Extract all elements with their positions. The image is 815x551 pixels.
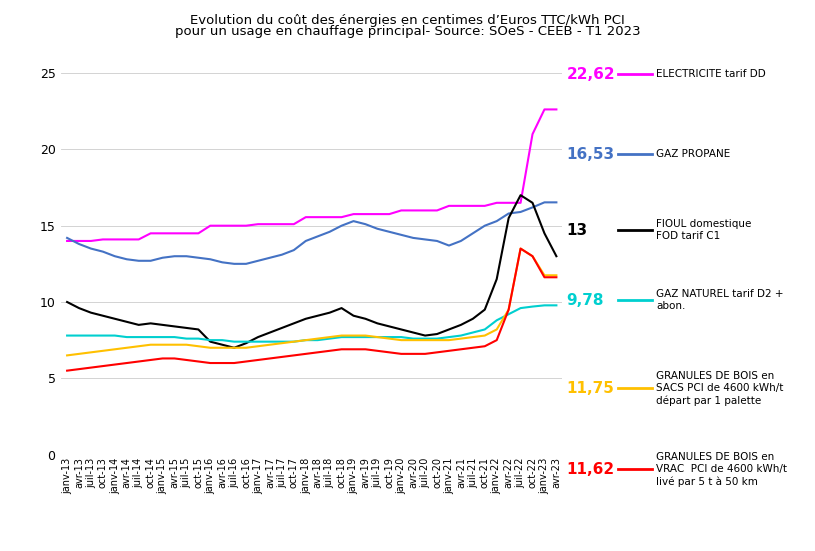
Text: 13: 13	[566, 223, 588, 238]
Text: 22,62: 22,62	[566, 67, 615, 82]
Text: 16,53: 16,53	[566, 147, 615, 162]
Text: GAZ PROPANE: GAZ PROPANE	[656, 149, 730, 159]
Text: GRANULES DE BOIS en
SACS PCI de 4600 kWh/t
départ par 1 palette: GRANULES DE BOIS en SACS PCI de 4600 kWh…	[656, 371, 783, 406]
Text: ELECTRICITE tarif DD: ELECTRICITE tarif DD	[656, 69, 766, 79]
Text: 9,78: 9,78	[566, 293, 604, 308]
Text: Evolution du coût des énergies en centimes d’Euros TTC/kWh PCI: Evolution du coût des énergies en centim…	[190, 14, 625, 27]
Text: GAZ NATUREL tarif D2 +
abon.: GAZ NATUREL tarif D2 + abon.	[656, 289, 783, 311]
Text: GRANULES DE BOIS en
VRAC  PCI de 4600 kWh/t
livé par 5 t à 50 km: GRANULES DE BOIS en VRAC PCI de 4600 kWh…	[656, 452, 787, 487]
Text: 11,62: 11,62	[566, 462, 615, 477]
Text: FIOUL domestique
FOD tarif C1: FIOUL domestique FOD tarif C1	[656, 219, 751, 241]
Text: 11,75: 11,75	[566, 381, 615, 396]
Text: pour un usage en chauffage principal- Source: SOeS - CEEB - T1 2023: pour un usage en chauffage principal- So…	[174, 25, 641, 38]
